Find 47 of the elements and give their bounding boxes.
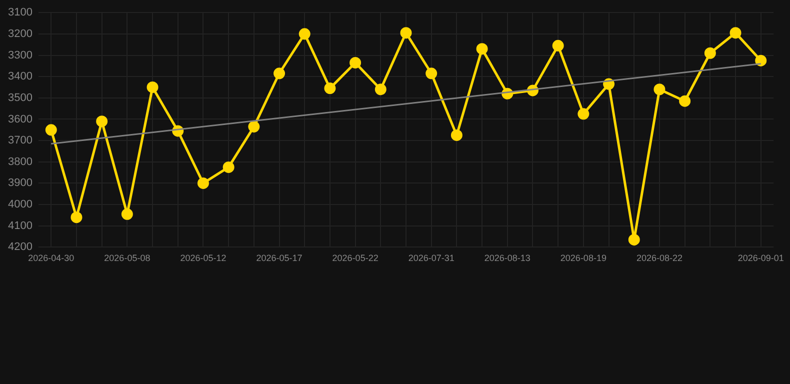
- point: [197, 177, 209, 189]
- x-tick-label: 2026-08-13: [484, 253, 530, 264]
- x-tick-label: 2026-07-31: [408, 253, 454, 264]
- point: [374, 84, 386, 96]
- point: [628, 234, 640, 246]
- point: [350, 56, 362, 68]
- x-tick-label: 2026-08-19: [560, 253, 606, 264]
- y-tick-label: 3400: [8, 70, 32, 83]
- point: [552, 40, 564, 52]
- y-tick-label: 3900: [8, 177, 32, 190]
- y-tick-label: 3500: [8, 92, 32, 104]
- point: [476, 43, 488, 55]
- y-tick-label: 3200: [8, 28, 32, 40]
- point: [578, 108, 590, 120]
- x-tick-label: 2026-05-12: [180, 253, 226, 264]
- x-tick-label: 2026-05-17: [256, 253, 302, 264]
- point: [45, 124, 57, 136]
- x-tick-label: 2026-05-22: [332, 253, 378, 264]
- point: [274, 68, 286, 80]
- y-tick-label: 3700: [8, 134, 32, 147]
- y-tick-label: 3300: [8, 49, 32, 62]
- point: [324, 82, 336, 94]
- point: [146, 81, 158, 93]
- point: [248, 120, 260, 132]
- y-tick-label: 4200: [8, 241, 32, 254]
- point: [450, 129, 462, 141]
- point: [222, 161, 234, 173]
- y-tick-label: 4100: [8, 220, 32, 232]
- point: [298, 28, 310, 40]
- x-tick-label: 2026-04-30: [28, 253, 74, 264]
- point: [654, 84, 666, 96]
- point: [755, 54, 767, 66]
- point: [400, 27, 412, 39]
- point: [121, 208, 133, 220]
- point: [70, 212, 82, 224]
- point: [704, 47, 716, 59]
- y-tick-label: 4000: [8, 198, 32, 211]
- y-tick-label: 3800: [8, 156, 32, 168]
- point: [679, 95, 691, 107]
- y-tick-label: 3600: [8, 113, 32, 126]
- point: [96, 116, 108, 128]
- point: [426, 68, 438, 80]
- x-tick-label: 2026-05-08: [104, 253, 150, 264]
- x-tick-label: 2026-09-01: [738, 253, 784, 264]
- point: [730, 27, 742, 39]
- x-tick-label: 2026-08-22: [636, 253, 682, 264]
- y-tick-label: 3100: [8, 6, 32, 19]
